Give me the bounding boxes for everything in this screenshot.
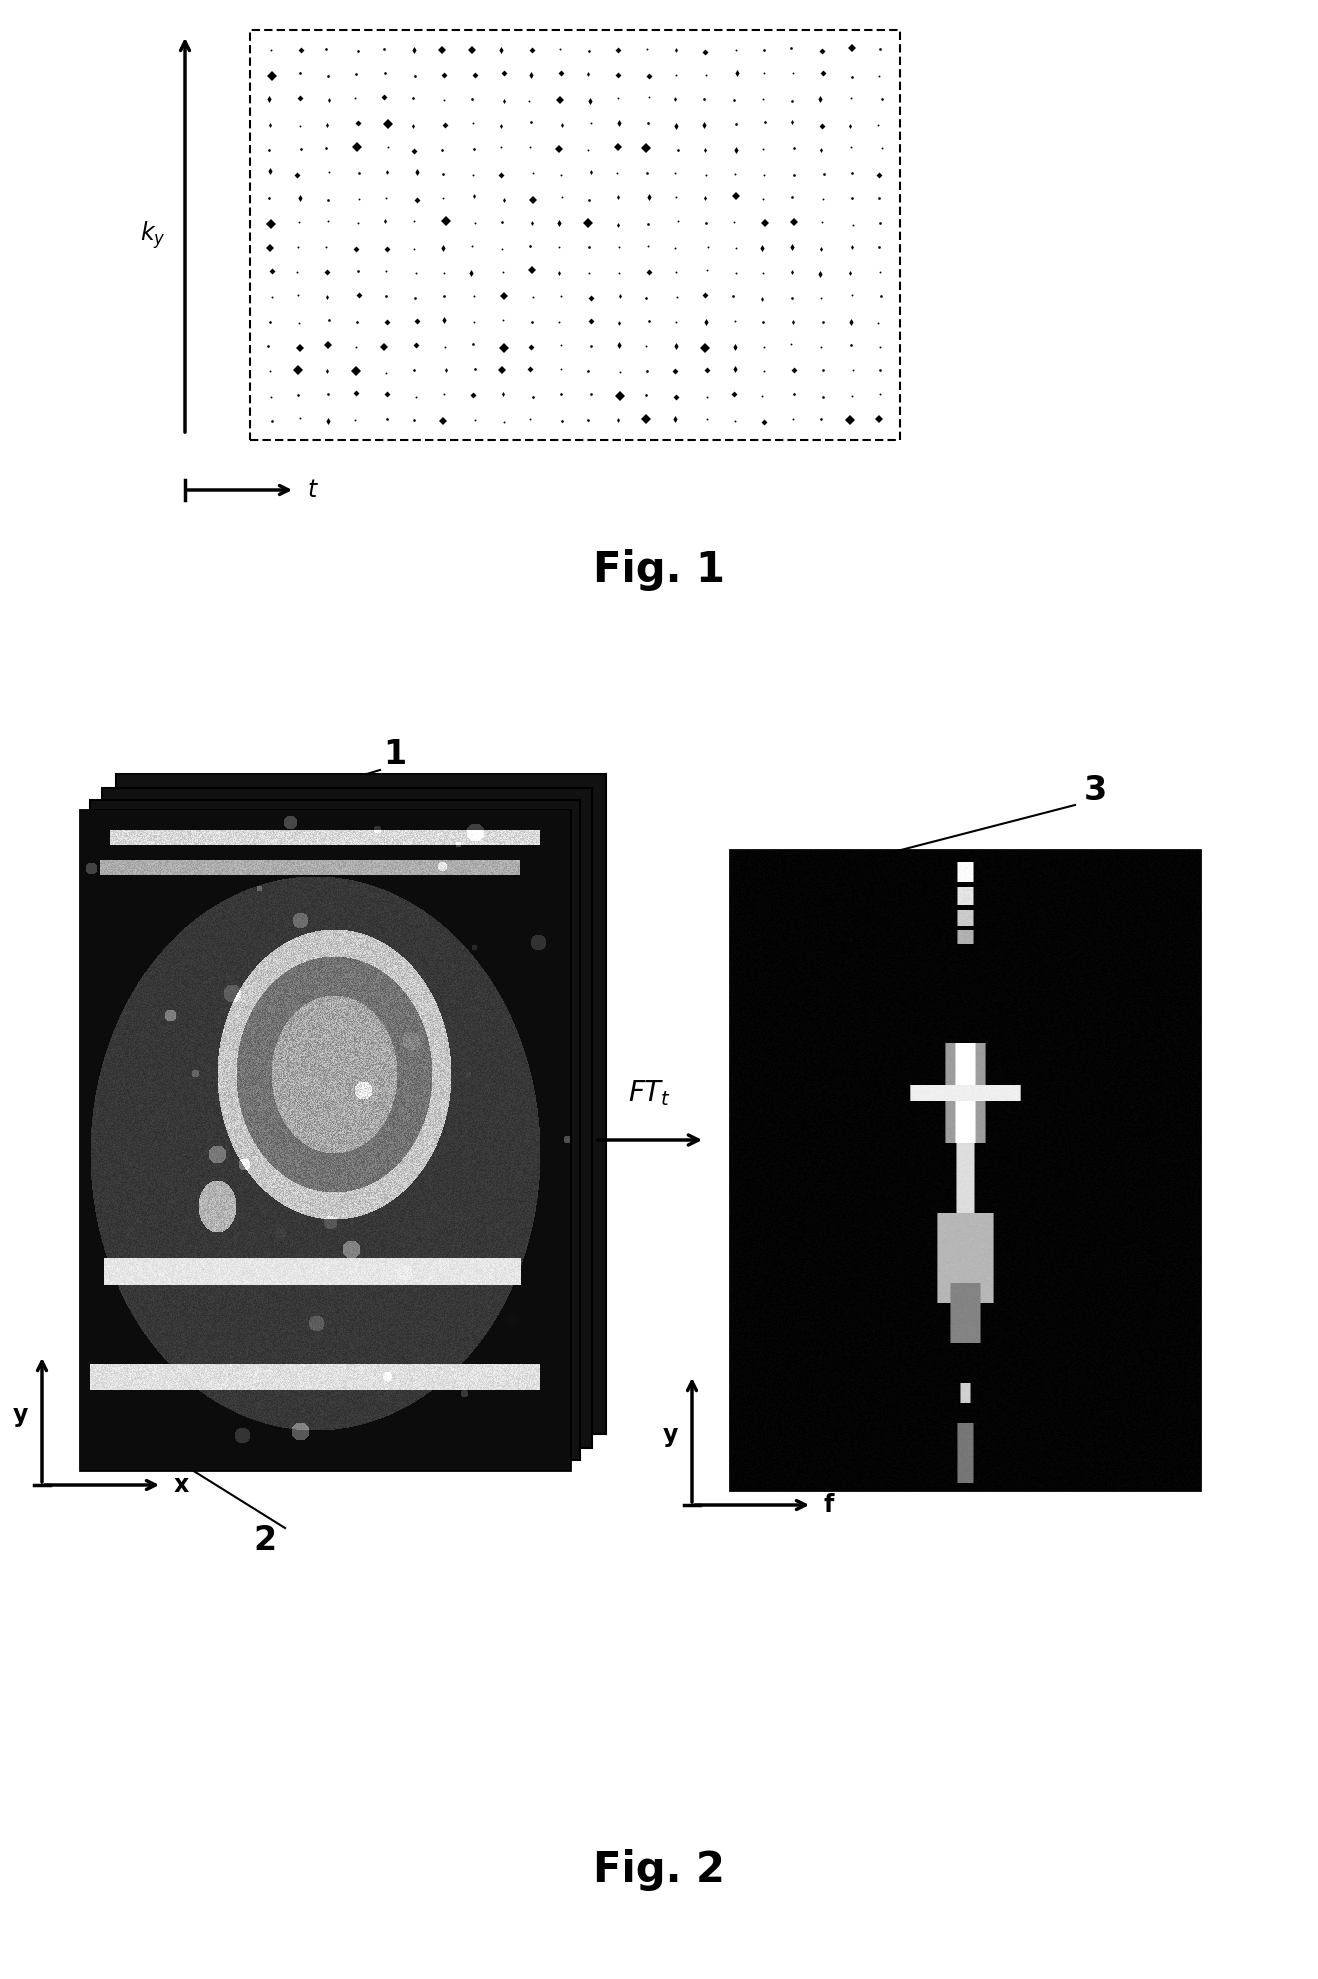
Text: 3: 3	[1083, 774, 1107, 807]
Text: x: x	[174, 1472, 190, 1496]
Text: y: y	[12, 1403, 28, 1427]
Text: Fig. 1: Fig. 1	[593, 548, 725, 592]
Bar	[101, 788, 592, 1449]
Bar	[90, 800, 580, 1461]
Text: $k_y$: $k_y$	[140, 220, 166, 251]
Text: $\mathit{FT_t}$: $\mathit{FT_t}$	[629, 1079, 672, 1108]
Text: y: y	[663, 1423, 677, 1447]
Text: 2: 2	[253, 1524, 277, 1557]
Bar	[730, 851, 1199, 1490]
Text: Fig. 2: Fig. 2	[593, 1848, 725, 1892]
Bar	[250, 30, 900, 439]
Text: 1: 1	[384, 738, 406, 772]
Bar	[80, 809, 569, 1470]
Text: $t$: $t$	[307, 479, 319, 503]
Bar	[116, 774, 606, 1435]
Text: f: f	[824, 1492, 834, 1518]
